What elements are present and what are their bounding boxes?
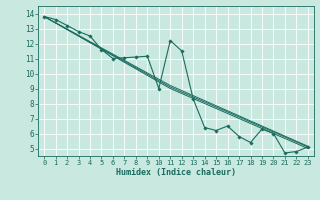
- X-axis label: Humidex (Indice chaleur): Humidex (Indice chaleur): [116, 168, 236, 177]
